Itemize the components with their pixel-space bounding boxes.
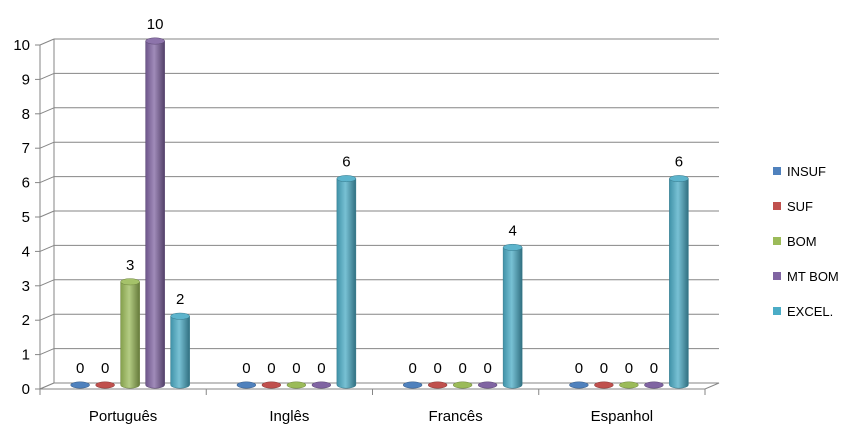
gridline-side (39, 176, 55, 184)
y-tick-label: 4 (22, 243, 30, 260)
gridline-side (39, 313, 55, 321)
chart-floor (39, 382, 720, 390)
category-labels: Português Inglês Francês Espanhol (89, 408, 653, 425)
gridline-side (39, 38, 55, 46)
y-tick-label: 1 (22, 347, 30, 364)
legend-item: EXCEL. (773, 304, 833, 319)
x-category-label: Inglês (269, 408, 309, 425)
legend: INSUF SUF BOM MT BOM EXCEL. (773, 164, 839, 319)
y-tick-label: 6 (22, 175, 30, 192)
legend-label: BOM (787, 234, 817, 249)
y-tick-label: 9 (22, 71, 30, 88)
bar-mt-bom-0 (145, 37, 165, 389)
bar-suf-0 (95, 381, 115, 389)
data-label: 0 (650, 360, 658, 377)
legend-label: INSUF (787, 164, 826, 179)
bar-insuf-0 (70, 381, 90, 389)
x-category-label: Português (89, 408, 157, 425)
data-label: 0 (76, 360, 84, 377)
legend-item: MT BOM (773, 269, 839, 284)
data-label: 0 (625, 360, 633, 377)
y-tick-label: 7 (22, 140, 30, 157)
y-tick-label: 0 (22, 381, 30, 398)
data-label: 0 (267, 360, 275, 377)
gridline-side (39, 279, 55, 287)
legend-swatch (773, 272, 781, 280)
y-tick-label: 5 (22, 209, 30, 226)
data-label: 6 (675, 154, 683, 171)
legend-item: BOM (773, 234, 817, 249)
data-label: 0 (600, 360, 608, 377)
bar-bom-0 (120, 278, 140, 389)
gridline-side (39, 107, 55, 115)
y-axis-ticks: 0 1 2 3 4 5 6 7 8 9 10 (13, 37, 30, 398)
data-label: 6 (342, 154, 350, 171)
gridline-side (39, 141, 55, 149)
legend-item: INSUF (773, 164, 826, 179)
bars (70, 37, 689, 389)
bar-bom-1 (286, 381, 307, 389)
y-tick-label: 10 (13, 37, 30, 54)
bar-insuf-2 (402, 381, 423, 389)
legend-item: SUF (773, 199, 813, 214)
bar-bom-2 (452, 381, 473, 389)
bar-insuf-3 (569, 381, 589, 389)
data-label: 3 (126, 257, 134, 274)
legend-label: EXCEL. (787, 304, 833, 319)
legend-label: SUF (787, 199, 813, 214)
data-label: 10 (147, 16, 164, 33)
bar-mt-bom-1 (311, 381, 332, 389)
bar-suf-3 (594, 381, 614, 389)
legend-swatch (773, 307, 781, 315)
legend-swatch (773, 167, 781, 175)
gridline-side (39, 210, 55, 218)
data-label: 0 (433, 360, 441, 377)
bar-excel--1 (336, 175, 357, 389)
bar-excel--2 (502, 243, 523, 389)
gridline-side (39, 348, 55, 356)
data-label: 0 (242, 360, 250, 377)
bar-excel--0 (170, 312, 190, 389)
data-label: 0 (483, 360, 491, 377)
legend-swatch (773, 237, 781, 245)
bar-excel--3 (669, 175, 689, 389)
data-label: 0 (408, 360, 416, 377)
y-tick-label: 2 (22, 312, 30, 329)
y-tick-label: 3 (22, 278, 30, 295)
bar-suf-2 (427, 381, 448, 389)
data-label: 0 (575, 360, 583, 377)
x-category-label: Espanhol (591, 408, 654, 425)
data-label: 2 (176, 291, 184, 308)
bar-bom-3 (619, 381, 639, 389)
bar-insuf-1 (236, 381, 257, 389)
gridline-side (39, 72, 55, 80)
legend-swatch (773, 202, 781, 210)
gridline-side (39, 244, 55, 252)
y-tick-label: 8 (22, 106, 30, 123)
data-label: 0 (458, 360, 466, 377)
data-label: 0 (317, 360, 325, 377)
bar-mt-bom-2 (477, 381, 498, 389)
data-label: 0 (292, 360, 300, 377)
data-label: 0 (101, 360, 109, 377)
data-label: 4 (508, 222, 516, 239)
x-category-label: Francês (429, 408, 483, 425)
legend-label: MT BOM (787, 269, 839, 284)
bar-suf-1 (261, 381, 282, 389)
bar-mt-bom-3 (644, 381, 664, 389)
